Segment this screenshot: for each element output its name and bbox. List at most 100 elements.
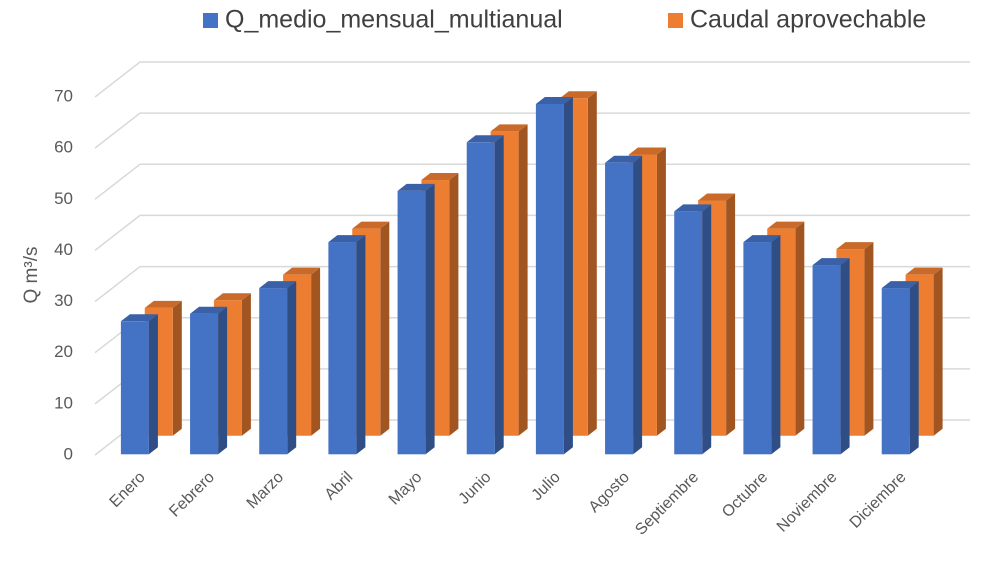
bar-group bbox=[743, 235, 781, 455]
bar-top bbox=[743, 235, 781, 243]
bar-group bbox=[259, 281, 297, 455]
bar-group bbox=[120, 314, 158, 455]
bar-top bbox=[812, 258, 850, 266]
legend-label: Q_medio_mensual_multianual bbox=[225, 6, 563, 34]
x-tick-label: Agosto bbox=[586, 469, 633, 516]
bar-top bbox=[397, 183, 435, 191]
bar bbox=[466, 142, 495, 455]
legend-swatch bbox=[668, 13, 683, 28]
bar-top bbox=[559, 91, 597, 99]
x-tick-label: Marzo bbox=[244, 469, 288, 513]
bar-side bbox=[449, 173, 459, 436]
bar-side bbox=[287, 281, 297, 455]
y-axis-label: Q m³/s bbox=[21, 247, 42, 304]
bar-group bbox=[605, 155, 643, 455]
x-tick-label: Septiembre bbox=[632, 469, 702, 539]
y-tick-label: 70 bbox=[54, 86, 73, 105]
bar-side bbox=[494, 135, 504, 455]
bar-side bbox=[218, 306, 228, 455]
bar-top bbox=[628, 147, 666, 155]
x-tick-label: Enero bbox=[107, 469, 149, 511]
bar bbox=[674, 211, 703, 455]
bar-group bbox=[466, 135, 504, 455]
grid-line bbox=[94, 112, 970, 149]
bar bbox=[328, 242, 357, 455]
bar bbox=[259, 288, 288, 455]
bar-top bbox=[352, 221, 390, 229]
bar-top bbox=[490, 124, 528, 132]
x-tick-label: Noviembre bbox=[774, 469, 841, 536]
legend-swatch bbox=[203, 13, 218, 28]
bar-side bbox=[356, 235, 366, 455]
bar-group bbox=[812, 258, 850, 455]
bar-top bbox=[905, 267, 943, 275]
bar-group bbox=[190, 306, 228, 455]
grid-line bbox=[94, 214, 970, 251]
grid-line bbox=[94, 163, 970, 200]
bar-side bbox=[840, 258, 850, 455]
bar bbox=[812, 265, 841, 455]
bar-group bbox=[674, 204, 712, 455]
bar-top bbox=[259, 281, 297, 289]
legend-label: Caudal aprovechable bbox=[690, 6, 926, 34]
bar-top bbox=[605, 155, 643, 163]
grid-line bbox=[94, 61, 970, 98]
bar-side bbox=[702, 204, 712, 455]
bar-top bbox=[767, 221, 805, 229]
bar-side bbox=[771, 235, 781, 455]
x-tick-label: Diciembre bbox=[847, 469, 910, 532]
bar-side bbox=[380, 221, 390, 436]
bar-side bbox=[241, 293, 251, 436]
bar-group bbox=[535, 97, 573, 455]
bar-group bbox=[144, 300, 182, 436]
bar-side bbox=[425, 183, 435, 455]
bar bbox=[743, 242, 772, 455]
bar bbox=[605, 162, 634, 455]
x-tick-label: Abril bbox=[322, 469, 357, 504]
bar-top bbox=[283, 267, 321, 275]
bar-top bbox=[466, 135, 504, 143]
bar-group bbox=[397, 183, 435, 455]
x-tick-label: Junio bbox=[456, 469, 495, 508]
bar-side bbox=[909, 281, 919, 455]
x-tick-label: Julio bbox=[529, 469, 564, 504]
bar-top bbox=[120, 314, 158, 322]
bar-side bbox=[587, 91, 597, 436]
bar-top bbox=[190, 306, 228, 314]
bar bbox=[190, 313, 219, 455]
bar-top bbox=[421, 173, 459, 180]
bar-top bbox=[881, 281, 919, 289]
bar-side bbox=[172, 300, 182, 436]
x-tick-label: Octubre bbox=[719, 469, 771, 521]
y-tick-label: 60 bbox=[54, 138, 73, 157]
bar-side bbox=[563, 97, 573, 455]
bar-side bbox=[795, 221, 805, 436]
bar-side bbox=[656, 147, 666, 436]
y-tick-label: 40 bbox=[54, 240, 73, 259]
bar-side bbox=[726, 193, 736, 436]
bar-side bbox=[518, 124, 528, 436]
bar-side bbox=[864, 242, 874, 436]
bar-side bbox=[148, 314, 158, 455]
bar-side bbox=[633, 155, 643, 455]
bar-group bbox=[881, 281, 919, 455]
bar-side bbox=[311, 267, 321, 436]
x-tick-label: Febrero bbox=[166, 469, 218, 521]
bar-top bbox=[674, 204, 712, 212]
bar bbox=[881, 288, 910, 455]
bar-group bbox=[328, 235, 366, 455]
y-tick-label: 50 bbox=[54, 189, 73, 208]
bar bbox=[397, 190, 426, 455]
bar-top bbox=[836, 242, 874, 250]
y-tick-label: 30 bbox=[54, 291, 73, 310]
bar-top bbox=[698, 193, 736, 201]
x-tick-label: Mayo bbox=[386, 469, 426, 509]
bar bbox=[535, 103, 564, 455]
bar bbox=[120, 321, 149, 455]
y-tick-label: 10 bbox=[54, 393, 73, 412]
y-tick-label: 0 bbox=[64, 444, 73, 463]
y-tick-label: 20 bbox=[54, 342, 73, 361]
bar-top bbox=[213, 293, 251, 301]
bar-top bbox=[328, 235, 366, 243]
